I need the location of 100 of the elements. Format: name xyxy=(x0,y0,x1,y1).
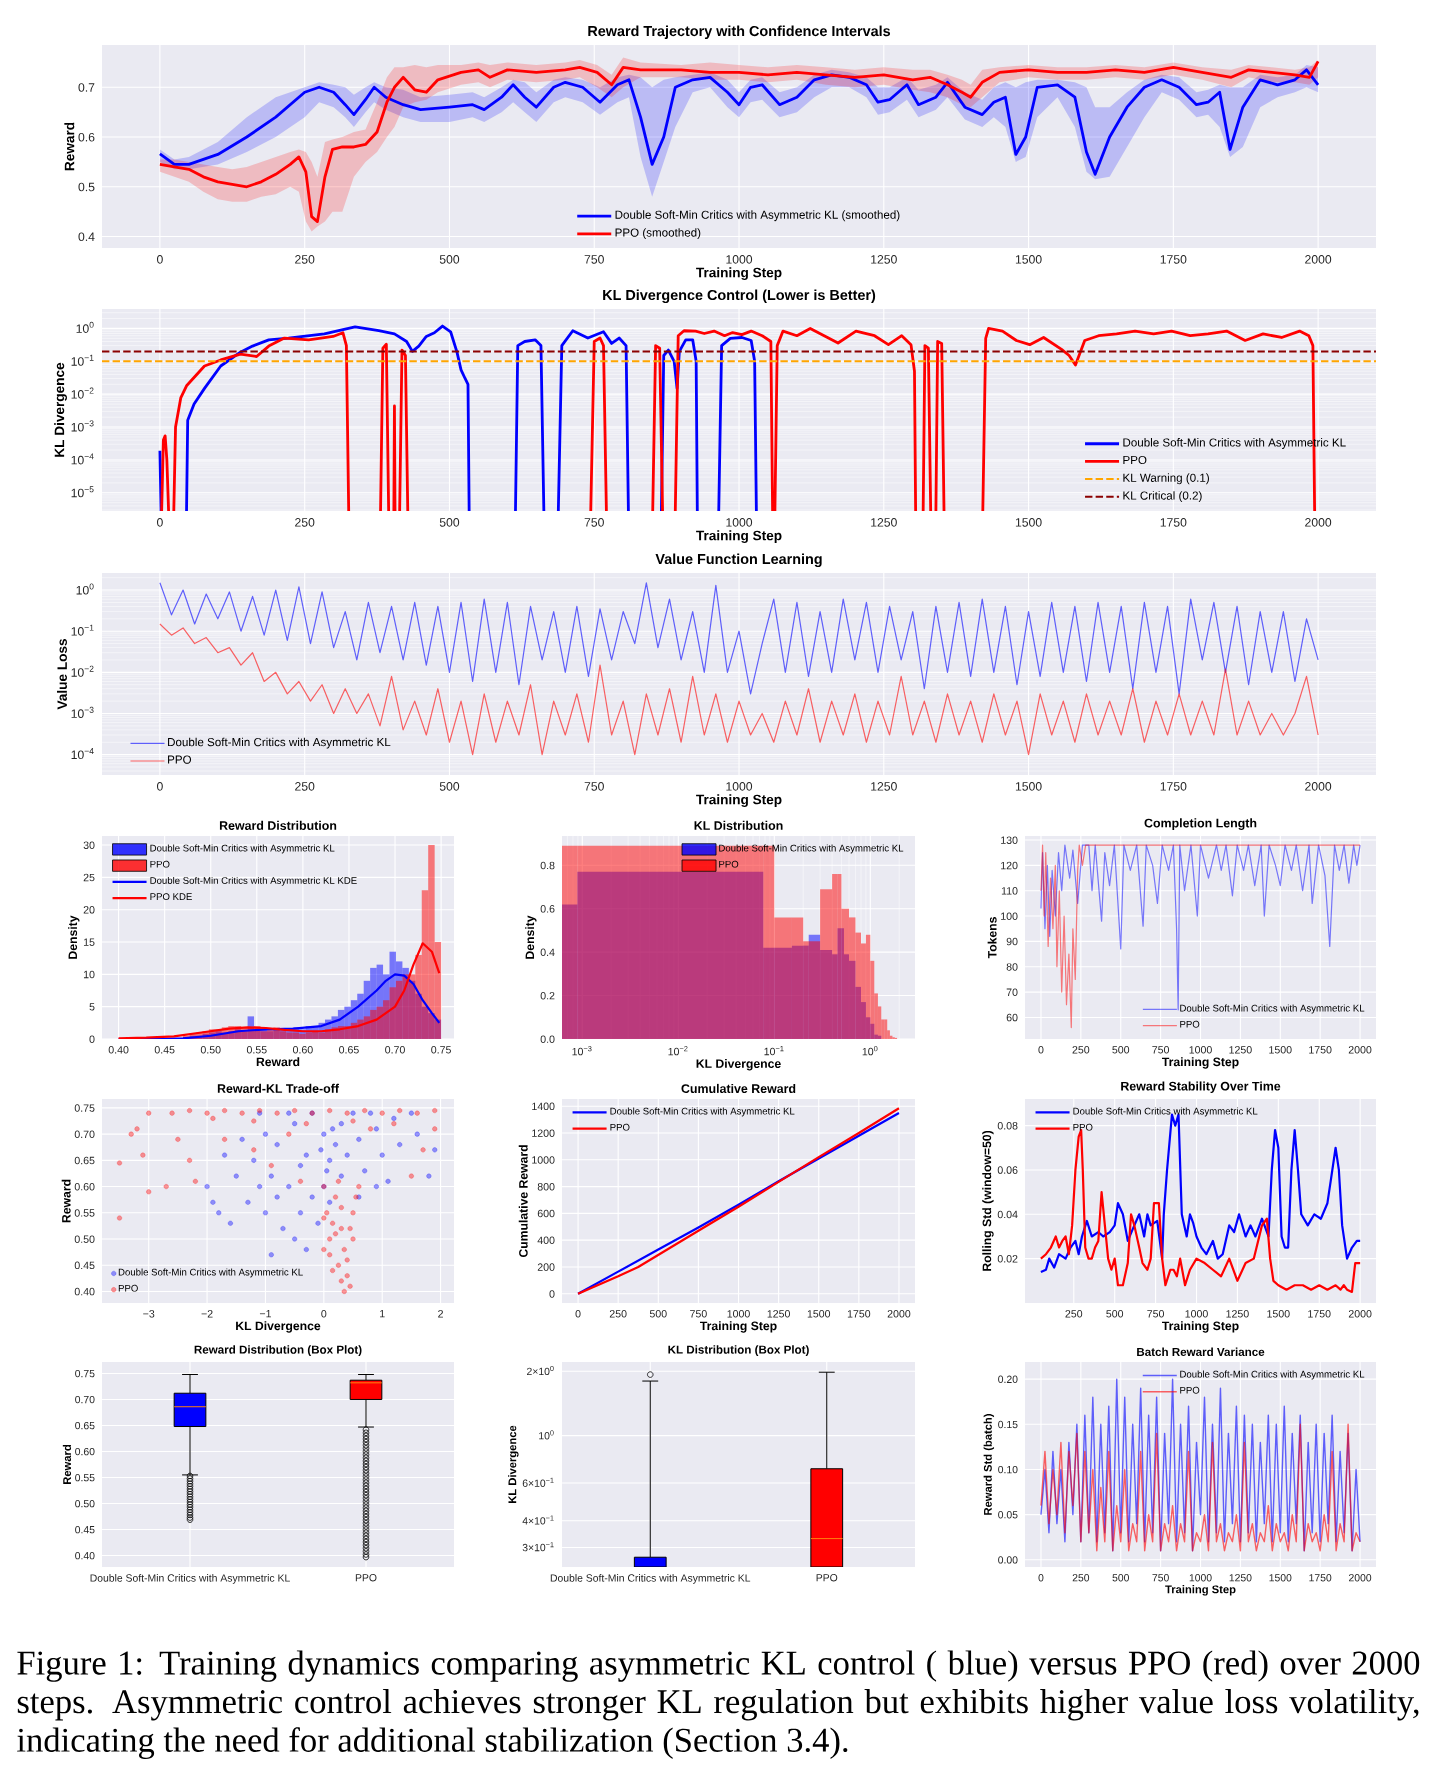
x-tick-label: 1000 xyxy=(1185,1310,1208,1318)
x-tick-label: 750 xyxy=(1152,1046,1170,1054)
legend-label: Double Soft-Min Critics with Asymmetric KL KDE xyxy=(150,876,357,886)
caption: Figure 1: Training dynamics comparing asymmetric KL control ( blue) versus PPO (red) over 2000 steps. Asymmetric control achieves stronger KL regulation but exhibits higher value loss volatility, indicating the need for additional stabilization (Section 3.4). xyxy=(17,1650,1420,1760)
x-tick-label: 0.75 xyxy=(431,1046,451,1054)
y-tick-label: 0.4 xyxy=(78,232,95,242)
legend-label: PPO xyxy=(118,1284,138,1292)
x-tick-label: 250 xyxy=(295,255,315,264)
y-tick-label: 70 xyxy=(1006,988,1018,996)
x-tick-label: PPO xyxy=(816,1574,838,1582)
y-tick-label: 0.40 xyxy=(74,1287,95,1296)
x-tick-label: 250 xyxy=(295,518,315,527)
x-tick-label: 1500 xyxy=(1269,1574,1292,1582)
chart-title: Completion Length xyxy=(1144,818,1257,830)
y-tick-label: 100 xyxy=(1001,912,1018,920)
x-tick-label: 1250 xyxy=(1226,1310,1249,1318)
y-tick-label: 0.70 xyxy=(75,1395,95,1404)
legend-label: Double Soft-Min Critics with Asymmetric KL xyxy=(118,1268,303,1278)
x-tick-label: 1750 xyxy=(847,1310,871,1318)
y-axis-title: Value Loss xyxy=(57,639,67,710)
x-tick-label: 0.70 xyxy=(385,1046,405,1054)
legend-label: PPO KDE xyxy=(150,893,192,901)
x-tick-label: 750 xyxy=(584,255,604,264)
legend-label: Double Soft-Min Critics with Asymmetric KL xyxy=(1073,1107,1258,1117)
x-tick-label: 1750 xyxy=(1308,1310,1331,1318)
x-axis-title: Training Step xyxy=(1165,1585,1236,1596)
chart-title: Cumulative Reward xyxy=(681,1083,796,1093)
y-tick-label: 0.50 xyxy=(74,1235,95,1243)
y-tick-label: 60 xyxy=(1006,1013,1018,1022)
y-tick-label: 0.55 xyxy=(75,1473,95,1482)
x-tick-label: 1750 xyxy=(1160,782,1187,791)
x-tick-label: 0 xyxy=(156,518,163,527)
x-tick-label: 1250 xyxy=(871,255,897,264)
x-tick-label: 0 xyxy=(1038,1574,1044,1582)
x-axis-title: KL Divergence xyxy=(696,1059,781,1071)
chart-title: Reward Distribution xyxy=(219,820,337,830)
x-tick-label: 2000 xyxy=(1348,1046,1372,1054)
x-tick-label: 1250 xyxy=(871,782,897,791)
x-tick-label: 1750 xyxy=(1160,255,1187,264)
y-tick-label: 1400 xyxy=(532,1102,555,1111)
y-tick-label: 0.45 xyxy=(74,1261,95,1270)
y-tick-label: 6×10$^{−1}$ xyxy=(522,1477,554,1487)
y-tick-label: 120 xyxy=(1001,861,1018,870)
y-axis-title: Density xyxy=(525,915,537,959)
legend-label: PPO xyxy=(1180,1020,1200,1028)
x-tick-label: 2000 xyxy=(887,1310,911,1318)
legend-label: PPO (smoothed) xyxy=(615,228,701,239)
y-tick-label: 0.6 xyxy=(78,132,95,142)
y-tick-label: 0.65 xyxy=(74,1156,95,1165)
x-tick-label: 1500 xyxy=(1015,255,1042,264)
x-tick-label: 1000 xyxy=(726,255,753,264)
y-axis-title: Rolling Std (window=50) xyxy=(982,1130,994,1271)
x-tick-label: 1000 xyxy=(1189,1046,1212,1054)
y-tick-label: 0.8 xyxy=(540,861,555,870)
legend-label: Double Soft-Min Critics with Asymmetric KL xyxy=(150,844,335,854)
x-tick-label: 1750 xyxy=(1309,1574,1332,1582)
x-tick-label: 500 xyxy=(439,255,460,264)
x-tick-label: 10$^{−2}$ xyxy=(668,1046,688,1056)
x-axis-title: Training Step xyxy=(696,267,782,281)
y-tick-label: 10$^{−4}$ xyxy=(71,453,94,465)
x-tick-label: 2000 xyxy=(1305,518,1332,527)
legend-label: Double Soft-Min Critics with Asymmetric KL (smoothed) xyxy=(615,210,900,222)
x-tick-label: PPO xyxy=(355,1574,377,1582)
x-tick-label: 750 xyxy=(1147,1310,1165,1318)
x-tick-label: 0 xyxy=(156,255,163,264)
chart-title: KL Divergence Control (Lower is Better) xyxy=(603,289,876,303)
y-tick-label: 0.2 xyxy=(540,991,555,1000)
y-tick-label: 30 xyxy=(83,841,95,849)
x-axis-title: Training Step xyxy=(699,1321,777,1333)
x-tick-label: 10$^{−1}$ xyxy=(764,1046,784,1056)
y-tick-label: 0.40 xyxy=(75,1551,95,1560)
y-tick-label: 10$^{−3}$ xyxy=(71,706,94,718)
x-axis-title: Training Step xyxy=(1162,1321,1239,1333)
x-tick-label: 500 xyxy=(649,1310,667,1318)
x-tick-label: 0 xyxy=(575,1310,581,1318)
x-tick-label: 1750 xyxy=(1160,518,1187,527)
y-tick-label: 10$^{0}$ xyxy=(539,1430,554,1440)
y-tick-label: 130 xyxy=(1001,836,1018,844)
y-tick-label: 20 xyxy=(83,906,95,914)
y-axis-title: Reward xyxy=(64,122,75,171)
legend-label: PPO xyxy=(150,860,170,868)
y-tick-label: 0.15 xyxy=(998,1420,1018,1429)
x-axis-title: Training Step xyxy=(696,530,782,544)
chart-title: KL Distribution (Box Plot) xyxy=(668,1345,809,1356)
y-tick-label: 10$^{0}$ xyxy=(76,321,94,333)
x-tick-label: 250 xyxy=(295,782,315,791)
x-tick-label: Double Soft-Min Critics with Asymmetric KL xyxy=(550,1574,751,1584)
y-tick-label: 0.06 xyxy=(997,1166,1018,1174)
legend-label: PPO xyxy=(719,860,739,868)
y-tick-label: 0.70 xyxy=(74,1130,95,1139)
y-tick-label: 0.4 xyxy=(540,948,555,957)
x-tick-label: 1500 xyxy=(1267,1310,1290,1318)
x-tick-label: 250 xyxy=(1072,1046,1090,1054)
legend-label: PPO xyxy=(610,1123,630,1131)
y-tick-label: 0.10 xyxy=(998,1465,1018,1474)
y-tick-label: 0.7 xyxy=(78,83,95,92)
x-tick-label: 1500 xyxy=(1015,518,1042,527)
x-tick-label: −3 xyxy=(143,1310,155,1318)
y-tick-label: 0.60 xyxy=(74,1182,95,1191)
x-tick-label: 1500 xyxy=(1015,782,1042,791)
